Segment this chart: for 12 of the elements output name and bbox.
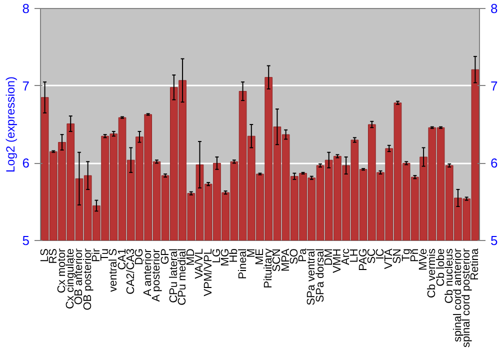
- y-tick-label: 5: [22, 233, 30, 248]
- y2-tick-label: 7: [490, 78, 498, 94]
- y2-tick-label: 6: [490, 156, 498, 171]
- y2-tick-label: 8: [490, 1, 498, 16]
- x-tick-label: Tg: [400, 248, 412, 262]
- y-tick-label: 6: [22, 156, 30, 171]
- y-tick-label: 7: [22, 78, 30, 94]
- x-tick-label: OB posterior: [82, 248, 94, 310]
- y-tick-label: 8: [22, 1, 30, 16]
- y2-tick-label: 5: [490, 233, 498, 248]
- y-axis-title: Log2 (expression): [3, 76, 18, 173]
- x-tick-label: RS: [47, 248, 60, 264]
